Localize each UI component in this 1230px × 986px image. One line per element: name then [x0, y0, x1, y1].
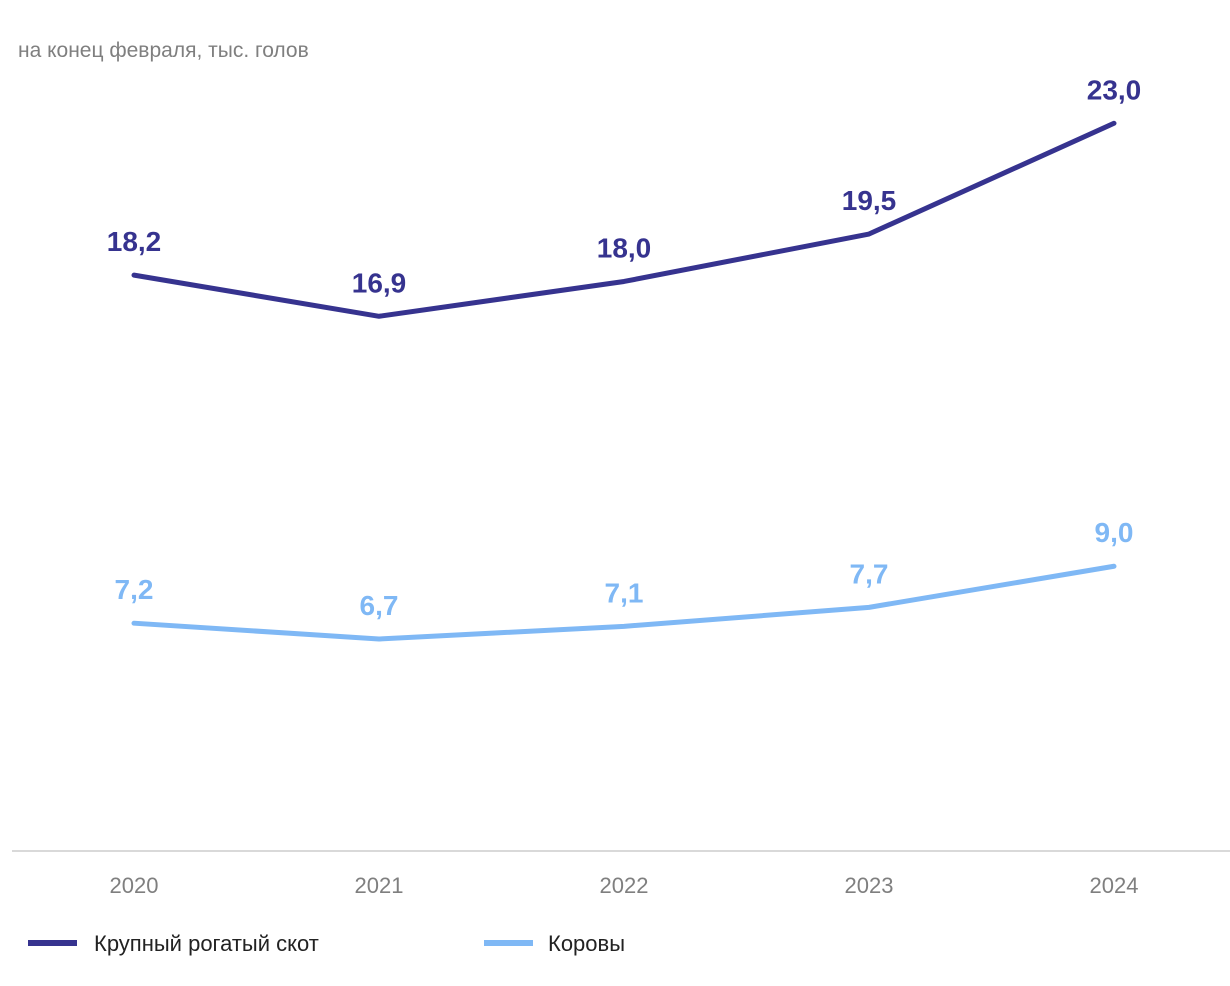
chart-subtitle: на конец февраля, тыс. голов [18, 39, 309, 62]
x-tick-label-2021: 2021 [355, 873, 404, 898]
data-label-cattle-2024: 23,0 [1087, 74, 1142, 105]
data-label-cattle-2022: 18,0 [597, 232, 652, 263]
legend-item-cattle: Крупный рогатый скот [28, 931, 319, 956]
x-tick-label-2022: 2022 [600, 873, 649, 898]
data-labels: 18,2 16,9 18,0 19,5 23,0 7,2 6,7 7,1 7,7 9,0 [107, 74, 1142, 621]
data-label-cows-2024: 9,0 [1095, 517, 1134, 548]
data-label-cows-2020: 7,2 [115, 574, 154, 605]
data-label-cows-2022: 7,1 [605, 577, 644, 608]
legend: Крупный рогатый скот Коровы [28, 931, 625, 956]
data-label-cows-2021: 6,7 [360, 590, 399, 621]
x-tick-label-2024: 2024 [1090, 873, 1139, 898]
data-label-cows-2023: 7,7 [850, 558, 889, 589]
legend-label-cows: Коровы [548, 931, 625, 956]
legend-item-cows: Коровы [484, 931, 625, 956]
series-line-cattle [131, 120, 1117, 319]
x-tick-label-2020: 2020 [110, 873, 159, 898]
x-axis-tick-labels: 2020 2021 2022 2023 2024 [110, 873, 1139, 898]
series-lines [131, 120, 1117, 642]
data-label-cattle-2023: 19,5 [842, 185, 897, 216]
x-tick-label-2023: 2023 [845, 873, 894, 898]
data-label-cattle-2020: 18,2 [107, 226, 162, 257]
data-label-cattle-2021: 16,9 [352, 267, 407, 298]
legend-label-cattle: Крупный рогатый скот [94, 931, 319, 956]
